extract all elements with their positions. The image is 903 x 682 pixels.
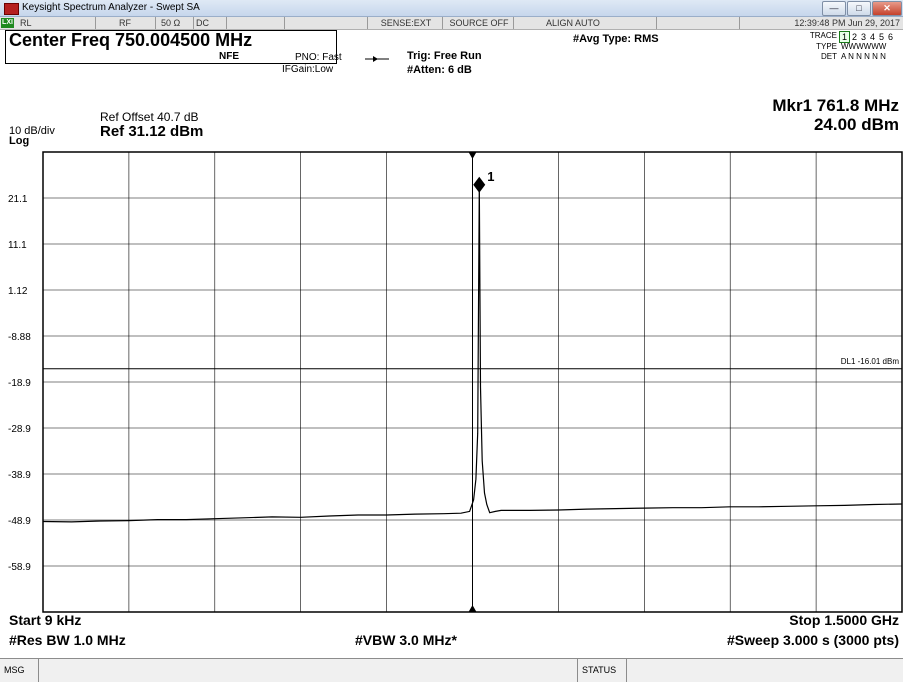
display-line-label: DL1 -16.01 dBm bbox=[841, 357, 900, 366]
marker-diamond-icon bbox=[473, 176, 486, 193]
trace-4[interactable]: 4 bbox=[869, 32, 875, 42]
coupling-indicator: DC bbox=[193, 17, 227, 29]
center-freq: Center Freq 750.004500 MHz bbox=[9, 30, 253, 50]
start-frequency: Start 9 kHz bbox=[9, 612, 82, 628]
y-tick-labels: 21.1 11.1 1.12 -8.88 -18.9 -28.9 -38.9 -48.9 -58… bbox=[8, 194, 31, 573]
datetime: 12:39:48 PM Jun 29, 2017 bbox=[794, 18, 900, 28]
instrument-status-row: LXI RL RF 50 Ω DC SENSE:EXT SOURCE OFF A… bbox=[0, 17, 903, 30]
type-label: TYPE bbox=[816, 42, 837, 51]
impedance-indicator: 50 Ω bbox=[158, 17, 194, 29]
y-tick-label: 21.1 bbox=[8, 194, 28, 205]
status-cell-empty-1 bbox=[226, 17, 285, 29]
stop-frequency: Stop 1.5000 GHz bbox=[789, 612, 899, 628]
lxi-status-icon: LXI bbox=[1, 18, 14, 28]
trace-label: TRACE bbox=[809, 31, 837, 40]
marker-amplitude: 24.00 dBm bbox=[813, 115, 899, 134]
display-line: DL1 -16.01 dBm bbox=[43, 357, 902, 370]
y-tick-label: 11.1 bbox=[8, 240, 27, 251]
trace-6[interactable]: 6 bbox=[887, 32, 893, 42]
status-cell-empty-2 bbox=[287, 17, 368, 29]
ifgain-label: IFGain:Low bbox=[282, 64, 334, 75]
det-label: DET bbox=[821, 52, 837, 61]
window-title-bar: Keysight Spectrum Analyzer - Swept SA — … bbox=[0, 0, 903, 17]
marker-1[interactable]: 1 bbox=[473, 169, 494, 193]
atten-label: #Atten: 6 dB bbox=[407, 64, 472, 76]
trigger-arrow-icon bbox=[365, 56, 389, 62]
avg-type-label: #Avg Type: RMS bbox=[573, 33, 659, 45]
trigger-label: Trig: Free Run bbox=[407, 50, 482, 62]
y-tick-label: -58.9 bbox=[8, 562, 31, 573]
rf-indicator: RF bbox=[95, 17, 156, 29]
trace-5[interactable]: 5 bbox=[878, 32, 884, 42]
trace-1-line bbox=[42, 184, 903, 523]
vbw: #VBW 3.0 MHz* bbox=[355, 632, 457, 648]
det-value: A N N N N N bbox=[841, 52, 886, 61]
sense-indicator: SENSE:EXT bbox=[370, 17, 443, 29]
msg-label: MSG bbox=[0, 659, 39, 682]
spectrum-plot[interactable]: 21.1 11.1 1.12 -8.88 -18.9 -28.9 -38.9 -48.9 -58… bbox=[0, 140, 903, 615]
window-title: Keysight Spectrum Analyzer - Swept SA bbox=[22, 2, 200, 13]
y-tick-label: -28.9 bbox=[8, 424, 31, 435]
marker-frequency: Mkr1 761.8 MHz bbox=[772, 96, 899, 115]
nfe-label: NFE bbox=[219, 51, 239, 62]
status-cell-empty-3 bbox=[629, 17, 740, 29]
scale-label: 10 dB/div bbox=[9, 125, 55, 137]
grid bbox=[42, 151, 903, 613]
source-indicator: SOURCE OFF bbox=[445, 17, 514, 29]
minimize-button[interactable]: — bbox=[822, 1, 846, 16]
ref-offset: Ref Offset 40.7 dB bbox=[100, 110, 199, 124]
y-tick-label: -8.88 bbox=[8, 332, 31, 343]
pno-label: PNO: Fast bbox=[295, 52, 342, 63]
rl-indicator: RL bbox=[17, 17, 96, 29]
status-label: STATUS bbox=[578, 659, 627, 682]
message-bar: MSG STATUS bbox=[0, 658, 903, 682]
y-tick-label: 1.12 bbox=[8, 286, 28, 297]
y-tick-label: -18.9 bbox=[8, 378, 31, 389]
align-indicator: ALIGN AUTO bbox=[516, 17, 657, 29]
res-bw: #Res BW 1.0 MHz bbox=[9, 632, 126, 648]
y-tick-label: -48.9 bbox=[8, 516, 31, 527]
center-freq-box[interactable] bbox=[5, 30, 337, 64]
maximize-button[interactable]: □ bbox=[847, 1, 871, 16]
sweep-time: #Sweep 3.000 s (3000 pts) bbox=[727, 632, 899, 648]
close-button[interactable]: ✕ bbox=[872, 1, 902, 16]
marker-number-label: 1 bbox=[487, 169, 494, 184]
log-label: Log bbox=[9, 135, 30, 147]
app-icon bbox=[4, 3, 19, 15]
trace-1[interactable]: 1 bbox=[839, 31, 850, 43]
y-tick-label: -38.9 bbox=[8, 470, 31, 481]
trace-1-polyline bbox=[42, 184, 903, 523]
trace-3[interactable]: 3 bbox=[860, 32, 866, 42]
message-area bbox=[39, 659, 578, 682]
trace-2[interactable]: 2 bbox=[851, 32, 857, 42]
type-value: WWWWWW bbox=[841, 42, 887, 51]
ref-level: Ref 31.12 dBm bbox=[100, 123, 204, 140]
